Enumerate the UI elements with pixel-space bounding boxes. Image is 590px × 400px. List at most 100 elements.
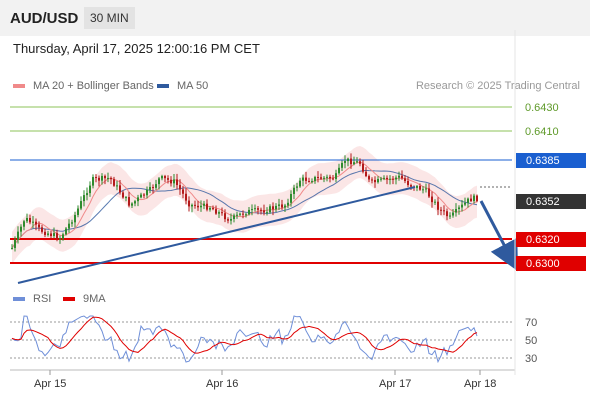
candle-body bbox=[392, 178, 394, 180]
candle-body bbox=[401, 175, 403, 179]
candle-body bbox=[140, 194, 142, 198]
x-label-apr15: Apr 15 bbox=[34, 378, 66, 390]
candle-body bbox=[86, 193, 88, 196]
candle-body bbox=[284, 205, 286, 208]
price-tag-0300 bbox=[516, 256, 586, 271]
candle-body bbox=[431, 196, 433, 203]
price-label-0410: 0.6410 bbox=[525, 126, 559, 138]
candle-body bbox=[14, 239, 16, 248]
candle-body bbox=[119, 185, 121, 193]
candle-body bbox=[347, 158, 349, 162]
legend-ma50-swatch bbox=[157, 84, 169, 89]
x-label-apr16: Apr 16 bbox=[206, 378, 238, 390]
candle-body bbox=[407, 180, 409, 186]
candle-body bbox=[425, 188, 427, 190]
candle-body bbox=[326, 176, 328, 178]
candle-body bbox=[467, 198, 469, 203]
candle-body bbox=[50, 233, 52, 237]
candle-body bbox=[92, 177, 94, 186]
candle-body bbox=[257, 208, 259, 210]
candle-body bbox=[68, 223, 70, 229]
candle-body bbox=[110, 177, 112, 180]
x-label-apr18: Apr 18 bbox=[464, 378, 496, 390]
candle-body bbox=[332, 178, 334, 180]
candle-body bbox=[476, 195, 478, 202]
chart-datetime: Thursday, April 17, 2025 12:00:16 PM CET bbox=[13, 41, 260, 56]
candle-body bbox=[215, 209, 217, 214]
timeframe-badge[interactable]: 30 MIN bbox=[84, 7, 135, 29]
candle-body bbox=[155, 184, 157, 188]
candle-body bbox=[44, 231, 46, 235]
candle-body bbox=[281, 204, 283, 208]
price-label-0430: 0.6430 bbox=[525, 102, 559, 114]
candle-body bbox=[194, 204, 196, 206]
legend-9ma-swatch bbox=[63, 297, 75, 302]
candle-body bbox=[38, 224, 40, 228]
candle-body bbox=[164, 176, 166, 179]
candle-body bbox=[80, 201, 82, 209]
candle-body bbox=[242, 213, 244, 215]
candle-body bbox=[473, 195, 475, 202]
candle-body bbox=[230, 218, 232, 221]
candle-body bbox=[113, 179, 115, 186]
candle-body bbox=[359, 161, 361, 164]
candle-body bbox=[245, 214, 247, 216]
candle-body bbox=[383, 177, 385, 179]
candle-body bbox=[185, 193, 187, 201]
candle-body bbox=[374, 179, 376, 183]
candle-body bbox=[95, 177, 97, 179]
candle-body bbox=[236, 214, 238, 216]
chart-header: AUD/USD 30 MIN bbox=[0, 0, 590, 36]
candle-body bbox=[101, 175, 103, 181]
price-tag-0320 bbox=[516, 232, 586, 247]
x-label-apr17: Apr 17 bbox=[379, 378, 411, 390]
candle-body bbox=[137, 197, 139, 202]
candle-body bbox=[89, 185, 91, 194]
candle-body bbox=[23, 221, 25, 227]
candle-body bbox=[35, 221, 37, 225]
candle-body bbox=[455, 209, 457, 213]
candle-body bbox=[254, 208, 256, 210]
candle-body bbox=[329, 176, 331, 179]
candle-body bbox=[251, 209, 253, 211]
candle-body bbox=[167, 178, 169, 180]
candle-body bbox=[77, 208, 79, 215]
candle-body bbox=[98, 177, 100, 181]
chart-credit: Research © 2025 Trading Central bbox=[415, 80, 580, 92]
candle-body bbox=[338, 167, 340, 174]
candle-body bbox=[161, 176, 163, 179]
candle-body bbox=[227, 219, 229, 221]
candle-body bbox=[11, 247, 13, 249]
candle-body bbox=[197, 205, 199, 208]
candle-body bbox=[53, 233, 55, 237]
price-label-0320: 0.6320 bbox=[526, 234, 560, 246]
candle-body bbox=[443, 210, 445, 212]
bollinger-band-area bbox=[12, 146, 477, 264]
price-label-0352: 0.6352 bbox=[526, 196, 560, 208]
candle-body bbox=[239, 213, 241, 215]
candle-body bbox=[389, 178, 391, 180]
price-label-0385: 0.6385 bbox=[526, 155, 560, 167]
candle-body bbox=[263, 210, 265, 213]
candle-body bbox=[440, 209, 442, 211]
candle-body bbox=[341, 162, 343, 168]
price-tag-0385 bbox=[516, 153, 586, 168]
candle-body bbox=[362, 163, 364, 172]
candle-body bbox=[200, 205, 202, 208]
candle-body bbox=[428, 188, 430, 197]
candle-body bbox=[83, 195, 85, 202]
legend-ma50: MA 50 bbox=[157, 80, 208, 92]
candle-body bbox=[152, 187, 154, 189]
candle-body bbox=[74, 214, 76, 223]
candle-body bbox=[188, 200, 190, 207]
candle-body bbox=[125, 197, 127, 199]
candle-body bbox=[323, 177, 325, 179]
candle-body bbox=[203, 203, 205, 206]
candle-body bbox=[320, 177, 322, 179]
candle-body bbox=[398, 175, 400, 178]
candle-body bbox=[104, 175, 106, 179]
candle-body bbox=[422, 189, 424, 191]
candle-body bbox=[149, 187, 151, 190]
candle-body bbox=[287, 202, 289, 206]
